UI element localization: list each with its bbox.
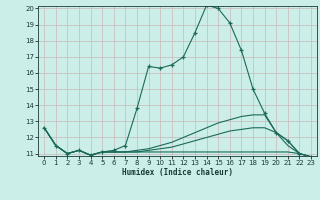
X-axis label: Humidex (Indice chaleur): Humidex (Indice chaleur) xyxy=(122,168,233,177)
